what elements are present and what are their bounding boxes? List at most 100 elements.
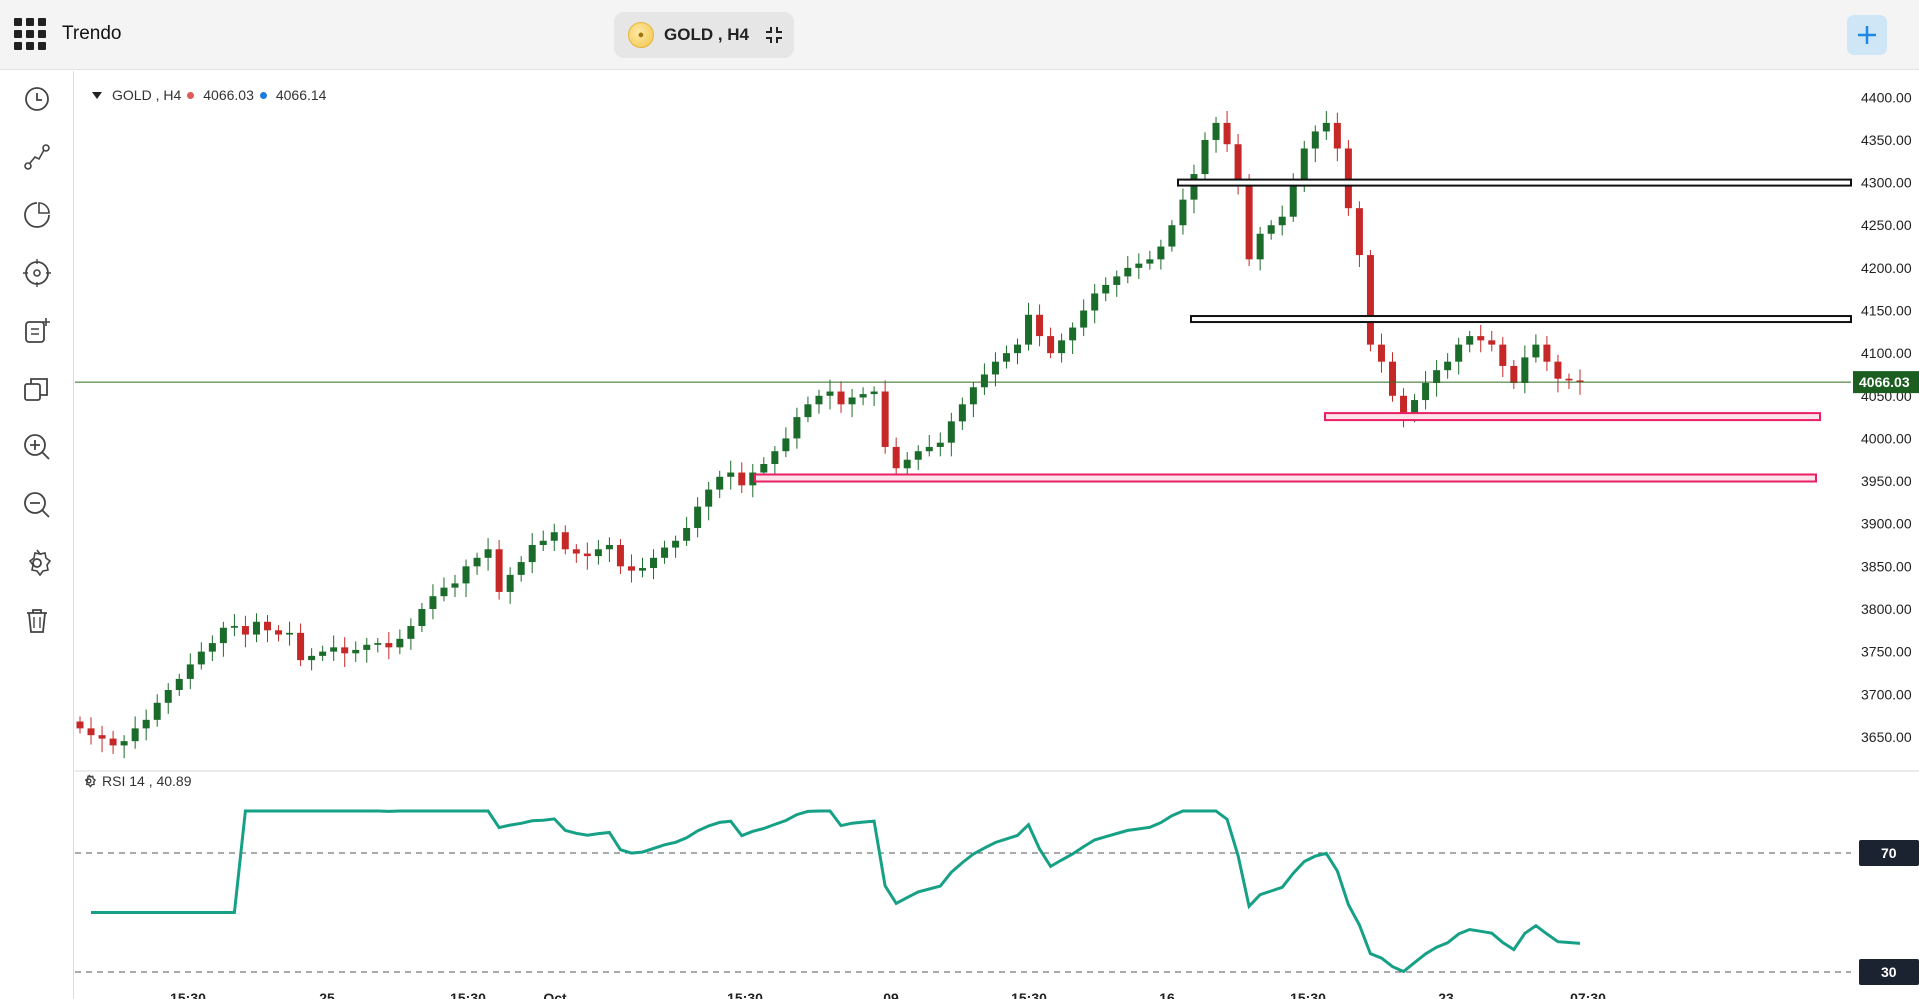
rsi-line — [91, 809, 1581, 974]
price-tick-label: 4400.00 — [1861, 89, 1912, 105]
symbol-selector[interactable]: ● GOLD , H4 — [614, 12, 794, 58]
candle-body — [1157, 246, 1165, 260]
candle-body — [1146, 259, 1154, 264]
candle-body — [1300, 148, 1308, 183]
time-tick-label: 09 — [883, 990, 899, 999]
candle-body — [1333, 122, 1341, 149]
candle-body — [1278, 216, 1286, 226]
time-tick-label: 07:30 — [1570, 990, 1606, 999]
top-bar: Trendo ● GOLD , H4 — [0, 0, 1919, 70]
candle-body — [76, 721, 84, 729]
clock-icon[interactable] — [20, 82, 54, 116]
candle-body — [1113, 276, 1121, 285]
candle-body — [164, 689, 172, 703]
candle-body — [1245, 182, 1253, 260]
candle-body — [297, 632, 305, 661]
candle-body — [727, 472, 735, 477]
candle-body — [1488, 340, 1496, 345]
price-chart[interactable]: 4400.00 4350.00 4300.00 4250.00 4200.00 4150.… — [75, 71, 1919, 999]
price-tick-label: 4300.00 — [1861, 175, 1912, 191]
candle-body — [1499, 344, 1507, 366]
candle-body — [1091, 293, 1099, 311]
candle-body — [286, 632, 294, 635]
candle-body — [1102, 284, 1110, 294]
candle-body — [1201, 139, 1209, 175]
candle-body — [1179, 199, 1187, 226]
rsi-legend: RSI 14 , 40.89 — [82, 773, 192, 789]
candle-body — [1212, 122, 1220, 140]
ask-dot-icon — [259, 91, 267, 99]
candle-body — [1223, 122, 1231, 145]
add-note-icon[interactable] — [20, 314, 54, 348]
candle-body — [639, 568, 646, 571]
collapse-icon[interactable] — [765, 26, 783, 44]
candle-body — [1422, 382, 1430, 401]
rsi-settings-gear-icon[interactable] — [82, 774, 96, 788]
candle-body — [87, 728, 95, 736]
candle-body — [1543, 344, 1551, 362]
candle-body — [749, 472, 757, 486]
candle-body — [186, 664, 194, 679]
pie-icon[interactable] — [20, 198, 54, 232]
legend-symbol: GOLD , H4 — [112, 87, 182, 103]
candle-body — [319, 651, 327, 656]
candle-body — [1058, 340, 1066, 354]
price-tick-label: 3800.00 — [1861, 601, 1912, 617]
candle-body — [330, 647, 338, 652]
price-tick-label: 4150.00 — [1861, 303, 1912, 319]
target-icon[interactable] — [20, 256, 54, 290]
candle-body — [760, 464, 768, 473]
candle-body — [252, 621, 260, 635]
candle-body — [1168, 225, 1176, 247]
candle-body — [1234, 144, 1242, 183]
candle-body — [583, 553, 591, 557]
candle-body — [1411, 400, 1419, 418]
candle-body — [958, 404, 966, 422]
app-title: Trendo — [62, 23, 122, 44]
candle-body — [363, 644, 371, 650]
chart-area[interactable]: 4400.00 4350.00 4300.00 4250.00 4200.00 4150.… — [75, 71, 1919, 999]
candle-body — [594, 549, 602, 557]
candle-body — [627, 566, 635, 571]
candle-body — [1377, 344, 1385, 362]
candle-body — [484, 549, 492, 558]
zoom-out-icon[interactable] — [20, 488, 54, 522]
candle-body — [859, 394, 867, 398]
candle-body — [385, 643, 393, 648]
candle-body — [264, 621, 271, 631]
zoom-in-icon[interactable] — [20, 430, 54, 464]
trendline-icon[interactable] — [20, 140, 54, 174]
add-button[interactable] — [1847, 15, 1887, 55]
collapse-legend-icon[interactable] — [92, 91, 102, 99]
candle-body — [396, 638, 404, 648]
trash-icon[interactable] — [20, 604, 54, 638]
candle-body — [848, 397, 856, 405]
candle-body — [1521, 357, 1529, 383]
time-tick-label: 15:30 — [450, 990, 486, 999]
candle-body — [197, 651, 205, 665]
candle-body — [275, 630, 283, 635]
gear-icon[interactable] — [20, 546, 54, 580]
candle-body — [1002, 353, 1010, 362]
apps-grid-icon[interactable] — [14, 18, 46, 50]
rsi-level-badge — [1859, 959, 1919, 985]
price-tick-label: 3650.00 — [1861, 729, 1912, 745]
time-tick-label: 25 — [319, 990, 335, 999]
candle-body — [1256, 233, 1264, 260]
candle-body — [1366, 255, 1374, 345]
candle-body — [815, 395, 823, 405]
candle-body — [1014, 344, 1021, 354]
price-tick-label: 3900.00 — [1861, 516, 1912, 532]
copy-icon[interactable] — [20, 372, 54, 406]
candle-body — [550, 532, 558, 541]
candle-body — [473, 557, 481, 567]
candle-body — [1267, 225, 1275, 234]
candle-body — [738, 472, 746, 486]
candle-body — [241, 626, 249, 635]
plus-icon — [1858, 26, 1876, 44]
candle-body — [683, 527, 691, 541]
candle-body — [661, 547, 669, 558]
candle-body — [1389, 361, 1396, 396]
candle-body — [407, 626, 415, 639]
price-tick-label: 3850.00 — [1861, 558, 1912, 574]
